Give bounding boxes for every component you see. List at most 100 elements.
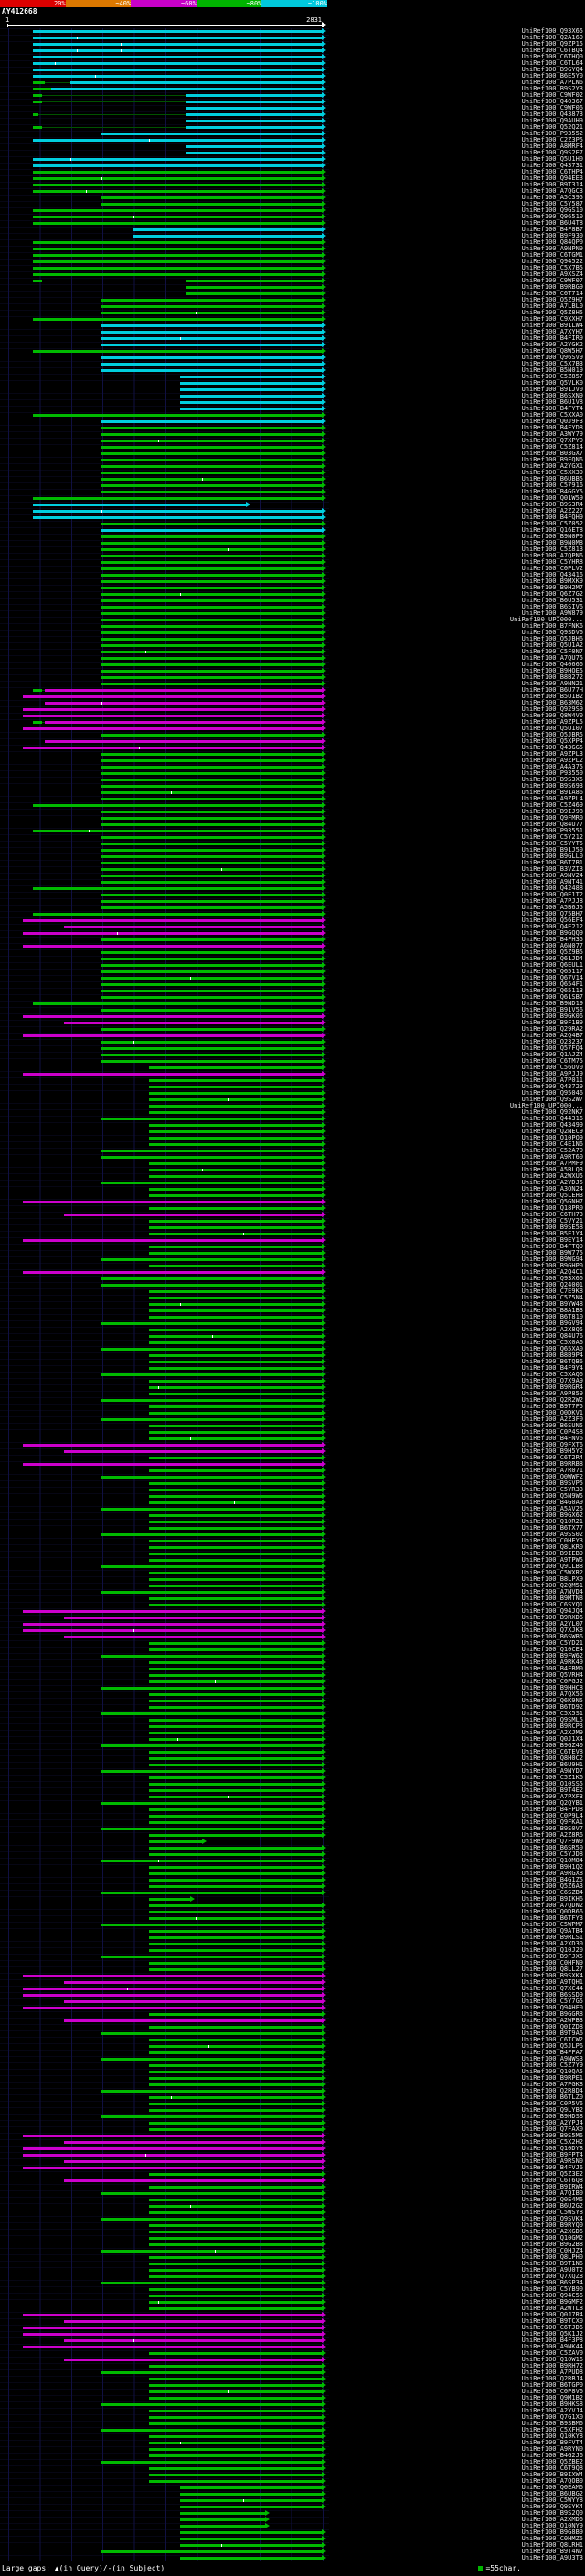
hit-accession-label[interactable]: UniRef100_C5Z469 [521, 801, 583, 809]
hit-accession-label[interactable]: UniRef100_B6UBB5 [521, 475, 583, 482]
hit-accession-label[interactable]: UniRef100_C5Z052 [521, 520, 583, 527]
alignment-bar[interactable] [148, 2205, 322, 2208]
hit-accession-label[interactable]: UniRef100_Q9S2W7 [521, 1096, 583, 1103]
alignment-bar[interactable] [148, 1757, 322, 1760]
hit-accession-label[interactable]: UniRef100_Q43GG5 [521, 744, 583, 751]
alignment-bar[interactable] [32, 69, 322, 71]
hit-accession-label[interactable]: UniRef100_Q10KY8 [521, 2433, 583, 2440]
hit-accession-label[interactable]: UniRef100_B9SE58 [521, 1224, 583, 1231]
alignment-bar[interactable] [32, 318, 322, 321]
hit-accession-label[interactable]: UniRef100_C0P5V6 [521, 2100, 583, 2107]
alignment-bar[interactable] [32, 177, 322, 180]
hit-accession-label[interactable]: UniRef100_Q0DB66 [521, 1908, 583, 1915]
alignment-bar[interactable] [148, 1578, 322, 1581]
hit-accession-label[interactable]: UniRef100_Q5U1H0 [521, 155, 583, 163]
alignment-bar[interactable] [148, 1527, 322, 1530]
alignment-bar[interactable] [148, 1489, 322, 1491]
hit-accession-label[interactable]: UniRef100_A9RK49 [521, 1659, 583, 1666]
hit-accession-label[interactable]: UniRef100_A8MRF4 [521, 143, 583, 150]
alignment-bar[interactable] [148, 1911, 322, 1913]
alignment-bar[interactable] [101, 1156, 322, 1159]
hit-accession-label[interactable]: UniRef100_A2Z3F0 [521, 1415, 583, 1423]
hit-accession-label[interactable]: UniRef100_B9HDS8 [521, 2113, 583, 2120]
hit-accession-label[interactable]: UniRef100_C5Y7G5 [521, 1998, 583, 2005]
hit-accession-label[interactable]: UniRef100_A5C395 [521, 194, 583, 201]
alignment-bar[interactable] [101, 1009, 322, 1012]
hit-accession-label[interactable]: UniRef100_A2YGX1 [521, 462, 583, 470]
hit-accession-label[interactable]: UniRef100_Q29RA2 [521, 1025, 583, 1033]
hit-accession-label[interactable]: UniRef100_P93550 [521, 769, 583, 777]
hit-accession-label[interactable]: UniRef100_Q94C56 [521, 2292, 583, 2299]
hit-accession-label[interactable]: UniRef100_C0PLV2 [521, 565, 583, 572]
hit-accession-label[interactable]: UniRef100_Q5K1J2 [521, 2330, 583, 2337]
hit-accession-label[interactable]: UniRef100_Q9FKA1 [521, 1818, 583, 1826]
hit-accession-label[interactable]: UniRef100_C52A70 [521, 1147, 583, 1154]
hit-accession-label[interactable]: UniRef100_Q8LRH1 [521, 2541, 583, 2549]
alignment-bar[interactable] [101, 1770, 322, 1773]
hit-accession-label[interactable]: UniRef100_Q8W5H7 [521, 347, 583, 355]
alignment-bar[interactable] [101, 900, 322, 903]
hit-accession-label[interactable]: UniRef100_C9XXH7 [521, 315, 583, 323]
hit-accession-label[interactable]: UniRef100_C6TGM1 [521, 251, 583, 259]
hit-accession-label[interactable]: UniRef100_Q8LPH0 [521, 2253, 583, 2261]
hit-accession-label[interactable]: UniRef100_B91J50 [521, 846, 583, 853]
alignment-bar[interactable] [101, 555, 322, 557]
hit-accession-label[interactable]: UniRef100_B9IRW4 [521, 2183, 583, 2190]
hit-accession-label[interactable]: UniRef100_C5WYY8 [521, 2496, 583, 2504]
hit-accession-label[interactable]: UniRef100_Q5VLK0 [521, 379, 583, 387]
hit-accession-label[interactable]: UniRef100_A2WTL8 [521, 2305, 583, 2312]
hit-accession-label[interactable]: UniRef100_C6T2R4 [521, 1454, 583, 1461]
hit-accession-label[interactable]: UniRef100_Q0EAM6 [521, 2484, 583, 2491]
alignment-bar[interactable] [186, 101, 322, 103]
alignment-bar[interactable] [32, 49, 322, 52]
alignment-bar[interactable] [186, 94, 322, 97]
hit-accession-label[interactable]: UniRef100_Q9SML5 [521, 1716, 583, 1723]
hit-accession-label[interactable]: UniRef100_Q9ZP15 [521, 40, 583, 48]
hit-accession-label[interactable]: UniRef100_Q10DY8 [521, 2145, 583, 2152]
alignment-bar[interactable] [32, 62, 322, 65]
alignment-bar[interactable] [180, 2506, 322, 2508]
hit-accession-label[interactable]: UniRef100_A9NV24 [521, 872, 583, 879]
hit-accession-label[interactable]: UniRef100_C9WF06 [521, 104, 583, 111]
alignment-bar[interactable] [101, 1924, 322, 1926]
alignment-bar[interactable] [148, 1642, 322, 1645]
alignment-bar[interactable] [101, 638, 322, 641]
hit-accession-label[interactable]: UniRef100_B4FNV6 [521, 1435, 583, 1442]
hit-accession-label[interactable]: UniRef100_Q9GS10 [521, 207, 583, 214]
hit-accession-label[interactable]: UniRef100_Q0IZD8 [521, 2023, 583, 2030]
alignment-bar[interactable] [186, 280, 322, 282]
alignment-bar[interactable] [148, 2410, 322, 2412]
hit-accession-label[interactable]: UniRef100_C6T6Q8 [521, 2177, 583, 2184]
alignment-bar[interactable] [148, 2096, 322, 2099]
alignment-bar[interactable] [148, 1943, 322, 1945]
hit-accession-label[interactable]: UniRef100_C5WSY8 [521, 2209, 583, 2216]
hit-accession-label[interactable]: UniRef100_Q0WWF2 [521, 1473, 583, 1480]
hit-accession-label[interactable]: UniRef100_Q10SS5 [521, 1780, 583, 1787]
alignment-bar[interactable] [148, 1252, 322, 1255]
hit-accession-label[interactable]: UniRef100_A7QGC3 [521, 187, 583, 195]
hit-accession-label[interactable]: UniRef100_B4FBM0 [521, 1665, 583, 1672]
hit-accession-label[interactable]: UniRef100_B9GYQ4 [521, 66, 583, 73]
hit-accession-label[interactable]: UniRef100_A9RSN0 [521, 2157, 583, 2165]
hit-accession-label[interactable]: UniRef100_B9RBG9 [521, 283, 583, 291]
hit-accession-label[interactable]: UniRef100_C6TM75 [521, 1057, 583, 1065]
hit-accession-label[interactable]: UniRef100_Q7XJK8 [521, 1627, 583, 1634]
alignment-bar[interactable] [23, 1444, 322, 1447]
hit-accession-label[interactable]: UniRef100_B6SUN5 [521, 1422, 583, 1429]
alignment-bar[interactable] [101, 1373, 322, 1376]
alignment-bar[interactable] [23, 945, 322, 948]
hit-accession-label[interactable]: UniRef100_Q5JLP6 [521, 2042, 583, 2050]
alignment-bar[interactable] [101, 2403, 322, 2406]
alignment-bar[interactable] [23, 2346, 322, 2348]
hit-accession-label[interactable]: UniRef100_Q44316 [521, 1115, 583, 1122]
alignment-bar[interactable] [148, 1968, 322, 1971]
alignment-bar[interactable] [101, 657, 322, 660]
alignment-bar[interactable] [101, 1118, 322, 1120]
alignment-bar[interactable] [101, 324, 322, 327]
alignment-bar[interactable] [101, 1655, 322, 1658]
hit-accession-label[interactable]: UniRef100_B9S3R4 [521, 501, 583, 508]
alignment-bar[interactable] [101, 1591, 322, 1594]
alignment-bar[interactable] [148, 1821, 322, 1824]
hit-accession-label[interactable]: UniRef100_B4FTQ9 [521, 1243, 583, 1250]
hit-accession-label[interactable]: UniRef100_B9S2Y3 [521, 85, 583, 92]
